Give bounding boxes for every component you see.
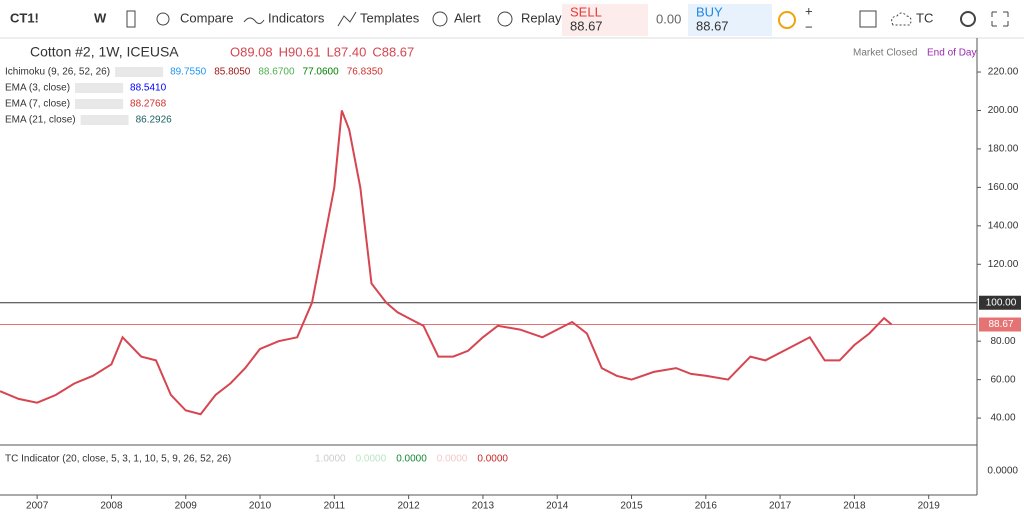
x-tick-label: 2014 [546, 501, 569, 512]
study-name: EMA (21, close) [5, 115, 76, 126]
study-name: EMA (7, close) [5, 99, 70, 110]
market-status: Market Closed [853, 48, 917, 59]
indicators-icon[interactable] [243, 17, 265, 25]
x-tick-label: 2012 [398, 501, 421, 512]
sell-box[interactable] [562, 4, 648, 36]
candle-icon[interactable] [126, 10, 136, 28]
ohlc-value: C88.67 [372, 44, 414, 59]
buy-box[interactable] [688, 4, 772, 36]
x-tick-label: 2013 [472, 501, 495, 512]
templates-button[interactable]: Templates [360, 10, 420, 25]
symbol[interactable]: CT1! [10, 10, 39, 25]
alert-icon[interactable] [432, 11, 448, 27]
chart-title: Cotton #2, 1W, ICEUSA [30, 44, 179, 60]
ohlc-value: H90.61 [279, 44, 321, 59]
study-controls [115, 67, 164, 77]
study-value: 88.6700 [258, 67, 295, 78]
price-tag-label: 88.67 [988, 319, 1013, 330]
y-tick-label: 220.00 [988, 67, 1019, 78]
y-tick-label: 60.00 [990, 374, 1015, 385]
y-tick-label: 180.00 [988, 144, 1019, 155]
indicator-value: 0.0000 [396, 454, 427, 465]
interval[interactable]: W [94, 10, 107, 25]
x-tick-label: 2015 [620, 501, 643, 512]
study-value: 88.5410 [130, 83, 167, 94]
indicator-value: 0.0000 [356, 454, 387, 465]
study-controls [75, 99, 124, 109]
price-tag [979, 317, 1021, 332]
indicators-button[interactable]: Indicators [268, 10, 325, 25]
account[interactable]: TC [916, 10, 933, 25]
indicator-name: TC Indicator (20, close, 5, 3, 1, 10, 5,… [5, 454, 231, 465]
spread: 0.00 [656, 11, 681, 26]
price-tag [979, 295, 1021, 310]
replay-icon[interactable] [497, 11, 513, 27]
y-tick-label: 160.00 [988, 182, 1019, 193]
replay-button[interactable]: Replay [521, 10, 562, 25]
compare-button[interactable]: Compare [180, 10, 233, 25]
x-tick-label: 2011 [324, 501, 346, 512]
indicator-value: 1.0000 [315, 454, 346, 465]
zoom-out[interactable]: − [805, 19, 813, 34]
indicator-value: 0.0000 [477, 454, 508, 465]
info-icon[interactable] [778, 11, 796, 29]
templates-icon[interactable] [337, 11, 357, 27]
buy-label: BUY [696, 4, 723, 19]
layout-icon[interactable] [859, 10, 877, 28]
study-value: 85.8050 [214, 67, 251, 78]
x-tick-label: 2007 [26, 501, 49, 512]
y-tick-label: 40.00 [990, 413, 1015, 424]
study-controls [80, 115, 129, 125]
study-name: EMA (3, close) [5, 83, 70, 94]
x-tick-label: 2016 [695, 501, 718, 512]
x-tick-label: 2010 [249, 501, 272, 512]
zoom-in[interactable]: + [805, 3, 813, 18]
alert-button[interactable]: Alert [454, 10, 481, 25]
sell-price: 88.67 [570, 18, 603, 33]
buy-price: 88.67 [696, 18, 729, 33]
settings-icon[interactable] [960, 11, 976, 27]
sell-label: SELL [570, 4, 602, 19]
study-value: 76.8350 [347, 67, 384, 78]
session: End of Day [927, 48, 976, 59]
study-value: 88.2768 [130, 99, 167, 110]
price-line-series [0, 110, 893, 416]
indicator-value: 0.0000 [437, 454, 468, 465]
price-tag-label: 100.00 [986, 297, 1017, 308]
x-tick-label: 2009 [175, 501, 198, 512]
study-value: 77.0600 [303, 67, 340, 78]
compare-icon[interactable] [156, 12, 170, 26]
x-tick-label: 2019 [918, 501, 941, 512]
study-value: 86.2926 [136, 115, 173, 126]
study-controls [75, 83, 124, 93]
y-tick-label: 140.00 [988, 220, 1019, 231]
y-tick-label: 120.00 [988, 259, 1019, 270]
study-value: 89.7550 [170, 67, 207, 78]
indicator-axis-label: 0.0000 [987, 466, 1018, 477]
x-tick-label: 2008 [100, 501, 123, 512]
ohlc-value: L87.40 [327, 44, 367, 59]
study-name: Ichimoku (9, 26, 52, 26) [5, 67, 110, 78]
y-tick-label: 80.00 [990, 336, 1015, 347]
fullscreen-icon[interactable] [991, 11, 1009, 27]
y-tick-label: 200.00 [988, 105, 1019, 116]
x-tick-label: 2017 [769, 501, 792, 512]
x-tick-label: 2018 [843, 501, 866, 512]
ohlc-value: O89.08 [230, 44, 273, 59]
